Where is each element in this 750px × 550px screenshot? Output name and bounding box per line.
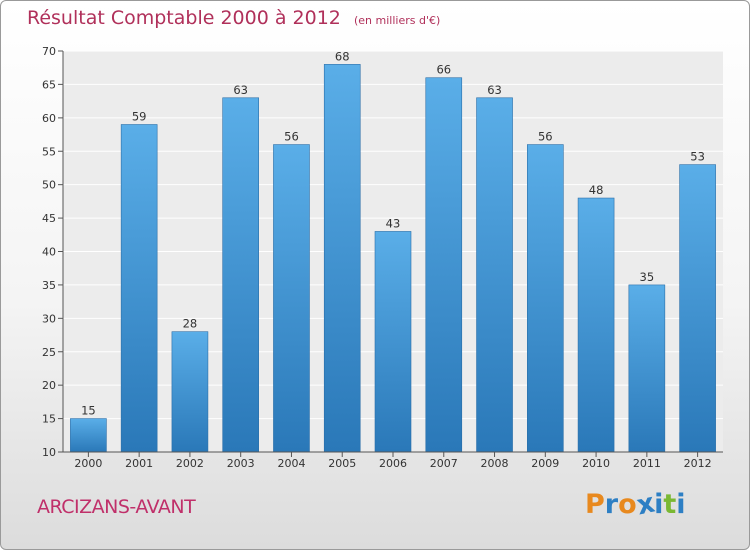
logo-letter: P xyxy=(585,489,605,520)
logo-letter: r xyxy=(604,489,619,520)
x-tick-label: 2010 xyxy=(582,457,610,470)
data-label: 43 xyxy=(386,216,401,230)
data-label: 68 xyxy=(335,49,350,63)
y-tick-label: 15 xyxy=(42,413,56,426)
y-tick-label: 20 xyxy=(42,379,56,392)
y-tick-label: 55 xyxy=(42,145,56,158)
data-label: 63 xyxy=(233,83,248,97)
x-tick-label: 2001 xyxy=(125,457,153,470)
chart-subtitle: (en milliers d'€) xyxy=(353,14,441,27)
bar xyxy=(222,97,259,453)
chart-title-block: Résultat Comptable 2000 à 2012 (en milli… xyxy=(27,7,440,29)
proxiti-logo: Proxiti xyxy=(585,488,686,522)
bar xyxy=(120,124,158,453)
bar xyxy=(577,197,615,453)
bar xyxy=(425,77,463,453)
data-label: 35 xyxy=(640,270,655,284)
y-tick-label: 70 xyxy=(42,45,56,58)
y-tick-label: 35 xyxy=(42,279,56,292)
x-tick-label: 2006 xyxy=(379,457,407,470)
x-tick-label: 2000 xyxy=(74,457,102,470)
bar xyxy=(374,231,412,453)
data-label: 53 xyxy=(690,150,705,164)
y-tick-label: 10 xyxy=(42,446,56,459)
bar xyxy=(628,284,666,453)
bar xyxy=(171,331,209,453)
logo-letter: i xyxy=(654,489,664,520)
data-label: 63 xyxy=(487,83,502,97)
x-tick-label: 2005 xyxy=(328,457,356,470)
data-label: 59 xyxy=(132,110,147,124)
bar xyxy=(527,144,564,453)
x-tick-label: 2007 xyxy=(430,457,458,470)
x-tick-label: 2003 xyxy=(227,457,255,470)
chart-title: Résultat Comptable 2000 à 2012 xyxy=(27,7,341,29)
y-tick-label: 25 xyxy=(42,346,56,359)
place-name: ARCIZANS-AVANT xyxy=(37,496,196,518)
x-tick-label: 2008 xyxy=(481,457,509,470)
data-label: 56 xyxy=(284,130,299,144)
y-tick-label: 30 xyxy=(42,312,56,325)
x-tick-label: 2011 xyxy=(633,457,661,470)
y-tick-label: 40 xyxy=(42,246,56,259)
x-tick-label: 2002 xyxy=(176,457,204,470)
y-tick-label: 60 xyxy=(42,112,56,125)
data-label: 28 xyxy=(183,317,198,331)
x-tick-label: 2009 xyxy=(531,457,559,470)
logo-letter: i xyxy=(676,489,686,520)
y-tick-label: 65 xyxy=(42,78,56,91)
data-label: 66 xyxy=(436,63,451,77)
data-label: 48 xyxy=(589,183,604,197)
bar xyxy=(476,97,513,453)
bar xyxy=(679,164,716,453)
logo-letter: t xyxy=(663,489,677,520)
x-tick-label: 2012 xyxy=(684,457,712,470)
data-label: 56 xyxy=(538,130,553,144)
x-tick-label: 2004 xyxy=(277,457,305,470)
y-tick-label: 50 xyxy=(42,179,56,192)
y-tick-label: 45 xyxy=(42,212,56,225)
bar xyxy=(273,144,310,453)
bar xyxy=(70,418,107,453)
logo-letter: o xyxy=(618,489,637,520)
bar xyxy=(323,64,361,453)
data-label: 15 xyxy=(81,404,96,418)
